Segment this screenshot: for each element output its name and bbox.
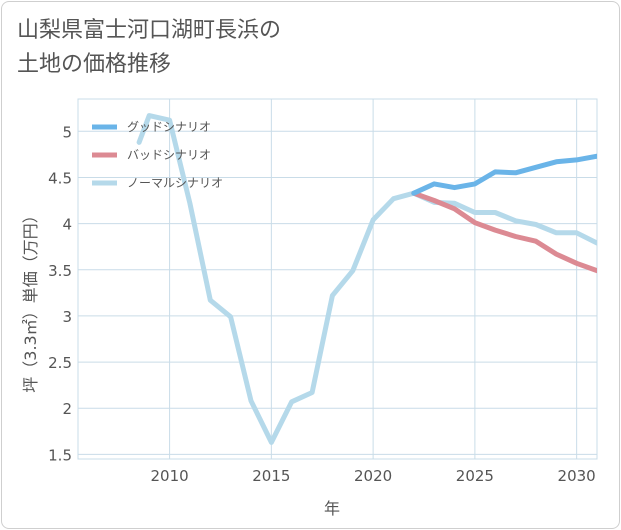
x-tick-label: 2020 xyxy=(354,467,392,485)
plot-frame xyxy=(77,98,598,460)
x-tick-label: 2030 xyxy=(558,467,596,485)
x-tick-label: 2010 xyxy=(150,467,188,485)
legend-label: ノーマルシナリオ xyxy=(127,176,223,190)
legend-label: グッドシナリオ xyxy=(127,120,211,134)
y-tick-label: 3 xyxy=(62,308,72,326)
series-group xyxy=(136,113,597,445)
x-tick-label: 2015 xyxy=(252,467,290,485)
y-tick-label: 2 xyxy=(62,400,72,418)
series-line-0 xyxy=(411,153,597,196)
x-tick-label: 2025 xyxy=(456,467,494,485)
chart-title: 山梨県富士河口湖町長浜の 土地の価格推移 xyxy=(17,18,282,77)
y-tick-label: 3.5 xyxy=(48,262,72,280)
y-axis-label: 坪（3.3㎡）単価（万円） xyxy=(21,207,40,392)
legend-label: バッドシナリオ xyxy=(127,148,211,162)
y-tick-label: 4.5 xyxy=(48,169,72,187)
x-axis-label: 年 xyxy=(324,499,340,518)
series-line-2 xyxy=(136,113,597,445)
y-tick-label: 4 xyxy=(62,216,72,234)
grid xyxy=(77,98,598,460)
y-tick-label: 5 xyxy=(62,123,72,141)
y-tick-label: 1.5 xyxy=(48,446,72,464)
y-tick-label: 2.5 xyxy=(48,354,72,372)
series-line-1 xyxy=(411,190,597,274)
x-tick-labels: 2010 2015 2020 2025 2030 xyxy=(150,467,595,485)
y-tick-labels: 1.5 2 2.5 3 3.5 4 4.5 5 xyxy=(48,123,72,464)
